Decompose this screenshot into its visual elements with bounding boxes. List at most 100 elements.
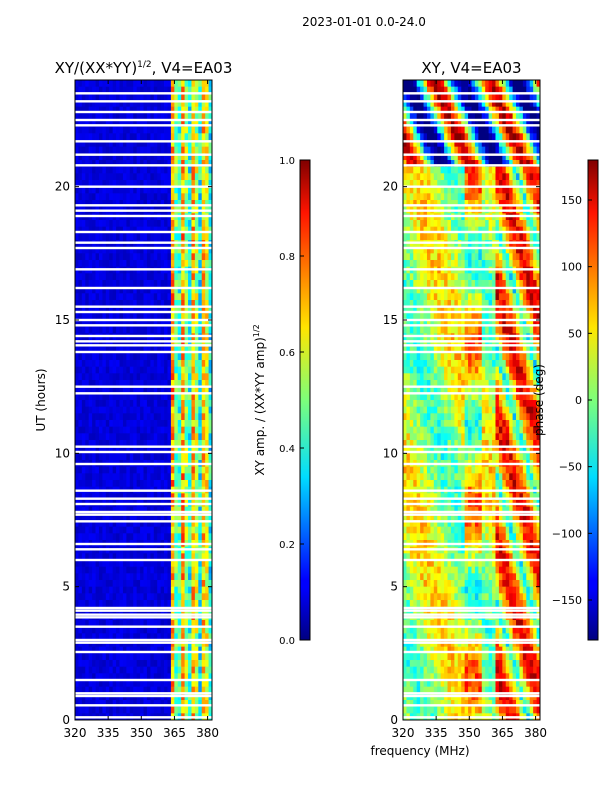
amplitude-heatmap-cell — [92, 100, 96, 108]
amplitude-heatmap-cell — [78, 573, 83, 581]
amplitude-heatmap-cell — [191, 126, 196, 134]
amplitude-heatmap-cell — [105, 626, 110, 634]
amplitude-heatmap-cell — [92, 120, 96, 128]
amplitude-heatmap-cell — [116, 80, 120, 88]
amplitude-heatmap-cell — [75, 320, 79, 328]
amplitude-heatmap-cell — [167, 86, 172, 94]
amplitude-heatmap-cell — [85, 706, 90, 714]
amplitude-heatmap-cell — [92, 200, 96, 208]
phase-heatmap-cell — [440, 153, 445, 161]
amplitude-heatmap-cell — [191, 413, 196, 421]
amplitude-heatmap-cell — [126, 93, 131, 101]
amplitude-heatmap-cell — [122, 153, 127, 161]
amplitude-heatmap-cell — [126, 446, 131, 454]
amplitude-heatmap-cell — [157, 393, 162, 401]
phase-heatmap-cell — [512, 120, 517, 128]
amplitude-heatmap-cell — [170, 466, 175, 474]
amplitude-heatmap-cell — [116, 346, 120, 354]
phase-heatmap-cell — [426, 133, 431, 141]
amplitude-heatmap-cell — [160, 513, 165, 521]
amplitude-heatmap-cell — [150, 300, 155, 308]
phase-heatmap-cell — [437, 173, 442, 181]
amplitude-heatmap-cell — [208, 126, 212, 134]
amplitude-heatmap-cell — [174, 700, 179, 708]
amplitude-heatmap-cell — [95, 660, 100, 668]
amplitude-heatmap-cell — [81, 686, 86, 694]
phase-panel-title: XY, V4=EA03 — [421, 59, 521, 77]
amplitude-heatmap-cell — [98, 413, 103, 421]
phase-heatmap-cell — [413, 193, 418, 201]
amplitude-heatmap-cell — [78, 673, 83, 681]
amplitude-heatmap-cell — [85, 373, 90, 381]
amplitude-heatmap-cell — [177, 153, 182, 161]
phase-heatmap-cell — [478, 86, 483, 94]
amplitude-heatmap-cell — [157, 453, 162, 461]
phase-heatmap-cell — [461, 220, 466, 228]
phase-heatmap-cell — [450, 86, 455, 94]
amplitude-heatmap-cell — [150, 673, 155, 681]
amplitude-heatmap-cell — [105, 120, 110, 128]
phase-heatmap-cell — [444, 166, 448, 174]
amplitude-heatmap-cell — [105, 633, 110, 641]
amplitude-heatmap-cell — [95, 373, 100, 381]
amplitude-heatmap-cell — [188, 346, 192, 354]
amplitude-heatmap-cell — [191, 646, 196, 654]
phase-heatmap-cell — [495, 246, 500, 254]
phase-heatmap-cell — [464, 126, 469, 134]
amplitude-heatmap-cell — [205, 166, 209, 174]
phase-heatmap-cell — [464, 140, 469, 148]
amplitude-heatmap-cell — [136, 360, 141, 368]
amplitude-heatmap-cell — [140, 433, 144, 441]
phase-heatmap-cell — [509, 220, 513, 228]
phase-heatmap-cell — [478, 226, 483, 234]
phase-heatmap-cell — [529, 180, 534, 188]
phase-heatmap-cell — [413, 173, 418, 181]
phase-heatmap-cell — [481, 160, 486, 168]
amplitude-heatmap-cell — [81, 180, 86, 188]
amplitude-heatmap-cell — [116, 660, 120, 668]
amplitude-heatmap-cell — [170, 386, 175, 394]
amplitude-heatmap-cell — [150, 153, 155, 161]
amplitude-heatmap-cell — [136, 80, 141, 88]
amplitude-heatmap-cell — [78, 433, 83, 441]
phase-heatmap-cell — [478, 160, 483, 168]
amplitude-heatmap-cell — [170, 253, 175, 261]
amplitude-heatmap-cell — [167, 186, 172, 194]
amplitude-heatmap-cell — [208, 133, 212, 141]
amplitude-heatmap-cell — [198, 353, 203, 361]
amplitude-heatmap-cell — [164, 493, 168, 501]
amplitude-heatmap-cell — [116, 320, 120, 328]
amplitude-heatmap-cell — [188, 100, 192, 108]
amplitude-heatmap-cell — [150, 420, 155, 428]
phase-heatmap-cell — [533, 80, 537, 88]
phase-heatmap-cell — [502, 233, 507, 241]
amplitude-heatmap-cell — [208, 140, 212, 148]
phase-heatmap-cell — [416, 193, 421, 201]
amplitude-heatmap-cell — [92, 180, 96, 188]
amplitude-heatmap-cell — [133, 633, 138, 641]
amplitude-heatmap-cell — [177, 506, 182, 514]
amplitude-heatmap-cell — [198, 600, 203, 608]
amplitude-heatmap-cell — [140, 646, 144, 654]
amplitude-heatmap-cell — [95, 360, 100, 368]
amplitude-heatmap-cell — [205, 193, 209, 201]
amplitude-heatmap-cell — [109, 326, 114, 334]
amplitude-heatmap-cell — [191, 453, 196, 461]
amplitude-heatmap-cell — [92, 93, 96, 101]
phase-heatmap-cell — [492, 226, 496, 234]
amplitude-heatmap-cell — [184, 320, 189, 328]
amplitude-heatmap-cell — [140, 400, 144, 408]
amplitude-heatmap-cell — [105, 440, 110, 448]
amplitude-heatmap-cell — [122, 406, 127, 414]
amplitude-heatmap-cell — [119, 380, 124, 388]
amplitude-heatmap-cell — [105, 686, 110, 694]
amplitude-heatmap-cell — [174, 560, 179, 568]
amplitude-heatmap-cell — [133, 533, 138, 541]
amplitude-heatmap-cell — [194, 146, 199, 154]
amplitude-heatmap-cell — [143, 400, 148, 408]
amplitude-heatmap-cell — [85, 380, 90, 388]
amplitude-heatmap-cell — [198, 466, 203, 474]
amplitude-heatmap-cell — [140, 326, 144, 334]
phase-heatmap-cell — [488, 100, 493, 108]
phase-heatmap-cell — [461, 80, 466, 88]
